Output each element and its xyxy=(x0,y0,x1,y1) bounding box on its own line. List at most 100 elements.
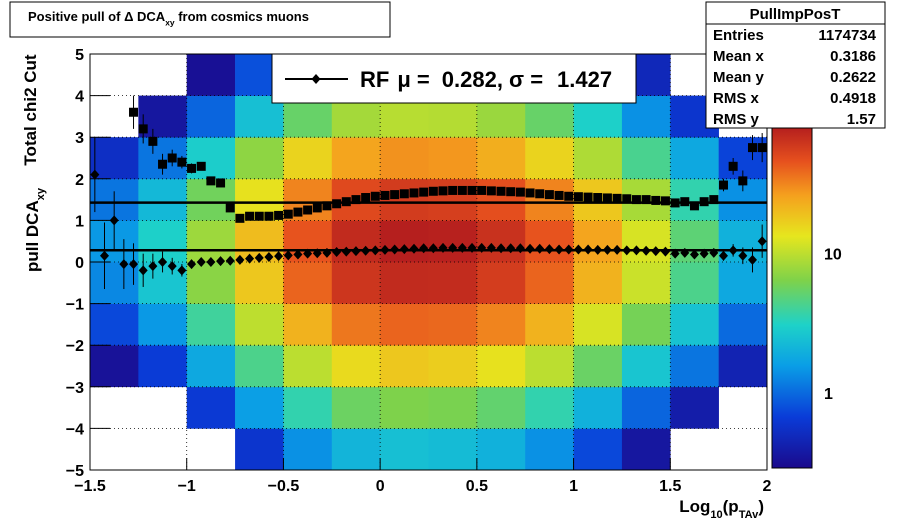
diamond-marker xyxy=(399,244,409,255)
square-marker xyxy=(322,201,332,211)
square-marker xyxy=(428,186,438,196)
square-marker xyxy=(254,211,264,221)
diamond-marker xyxy=(738,250,748,261)
heatmap-cell xyxy=(331,428,381,471)
x-tick-label: 1 xyxy=(569,478,578,495)
square-marker xyxy=(651,195,661,205)
diamond-marker xyxy=(593,244,603,255)
heatmap-cell xyxy=(428,303,478,346)
square-marker xyxy=(341,197,351,207)
diamond-marker xyxy=(631,245,641,256)
diamond-marker xyxy=(390,244,400,255)
heatmap-cell xyxy=(380,345,429,388)
legend-sigma: 1.427 xyxy=(557,67,612,92)
diamond-marker xyxy=(467,242,477,253)
z-tick-label: 1 xyxy=(824,386,833,403)
heatmap-cell xyxy=(621,428,671,471)
square-marker xyxy=(738,176,748,186)
heatmap-cell xyxy=(235,345,284,388)
stats-value: 1.57 xyxy=(847,111,876,128)
heatmap-cell xyxy=(283,303,333,346)
heatmap-cell xyxy=(573,345,623,388)
square-marker xyxy=(196,161,206,171)
y-tick-label: 2 xyxy=(75,172,84,189)
text-part: ) xyxy=(758,497,764,516)
heatmap-cell xyxy=(525,428,574,471)
diamond-marker xyxy=(651,246,661,257)
diamond-marker xyxy=(187,259,197,270)
diamond-marker xyxy=(641,245,651,256)
diamond-marker xyxy=(506,243,516,254)
square-marker xyxy=(361,193,371,203)
x-tick-label: −0.5 xyxy=(268,478,300,495)
heatmap-cell xyxy=(718,345,768,388)
heatmap-cell xyxy=(476,303,526,346)
heatmap-cell xyxy=(428,220,478,263)
heatmap-cell xyxy=(283,428,333,471)
diamond-marker xyxy=(245,253,255,264)
square-marker xyxy=(573,192,583,202)
heatmap-cell xyxy=(718,262,768,304)
stats-name: Entries xyxy=(713,27,764,44)
stats-value: 1174734 xyxy=(818,27,876,44)
diamond-marker xyxy=(419,243,429,254)
subscript: TAv xyxy=(739,509,759,521)
heatmap-cell xyxy=(138,345,188,388)
diamond-marker xyxy=(254,252,264,263)
heatmap-cell xyxy=(670,303,719,346)
overlay: Positive pull of Δ DCAxy from cosmics mu… xyxy=(9,1,886,521)
square-marker xyxy=(564,191,574,201)
y-tick-label: −4 xyxy=(66,421,84,438)
heatmap-cell xyxy=(186,220,236,263)
diamond-marker xyxy=(148,261,158,272)
heatmap-cell xyxy=(186,262,236,304)
stats-box xyxy=(705,1,886,129)
heatmap-cell xyxy=(235,137,284,180)
diamond-marker xyxy=(680,247,690,258)
square-marker xyxy=(506,187,516,197)
heatmap-cell xyxy=(380,262,429,304)
heatmap-cell xyxy=(283,345,333,388)
heatmap-cell xyxy=(476,178,526,221)
diamond-marker xyxy=(622,245,632,256)
z-tick-label: 10 xyxy=(824,247,842,264)
heatmap-cell xyxy=(428,428,478,471)
square-marker xyxy=(351,195,361,205)
diamond-marker xyxy=(728,245,738,256)
heatmap-cell xyxy=(235,262,284,304)
diamond-marker xyxy=(119,259,129,270)
heatmap-cell xyxy=(621,386,671,429)
heatmap-cell xyxy=(525,303,574,346)
square-marker xyxy=(399,189,409,199)
diamond-marker xyxy=(225,255,235,266)
diamond-marker xyxy=(660,246,670,257)
diamond-marker xyxy=(757,236,767,247)
heatmap-cell xyxy=(331,262,381,304)
square-marker xyxy=(457,185,467,195)
heatmap-cell xyxy=(138,178,188,221)
heatmap-cell xyxy=(525,386,574,429)
square-marker xyxy=(496,186,506,196)
square-marker xyxy=(467,185,477,195)
heatmap-cell xyxy=(476,262,526,304)
diamond-marker xyxy=(303,248,313,259)
legend-mu: 0.282 xyxy=(442,67,497,92)
x-tick-label: −1.5 xyxy=(74,478,106,495)
heatmap-cell xyxy=(525,220,574,263)
heatmap-cell xyxy=(380,220,429,263)
heatmap-cell xyxy=(670,386,719,429)
square-marker xyxy=(747,143,757,153)
heatmap-cell xyxy=(138,303,188,346)
diamond-marker xyxy=(322,247,332,258)
x-tick-label: 1.5 xyxy=(659,478,681,495)
diamond-marker xyxy=(438,242,448,253)
diamond-marker xyxy=(535,243,545,254)
diamond-marker xyxy=(351,246,361,257)
heatmap-cell xyxy=(428,386,478,429)
y-tick-label: 5 xyxy=(75,47,84,64)
heatmap-cell xyxy=(573,262,623,304)
heatmap-cell xyxy=(476,428,526,471)
diamond-marker xyxy=(602,244,612,255)
square-marker xyxy=(303,205,313,215)
square-marker xyxy=(448,185,458,195)
